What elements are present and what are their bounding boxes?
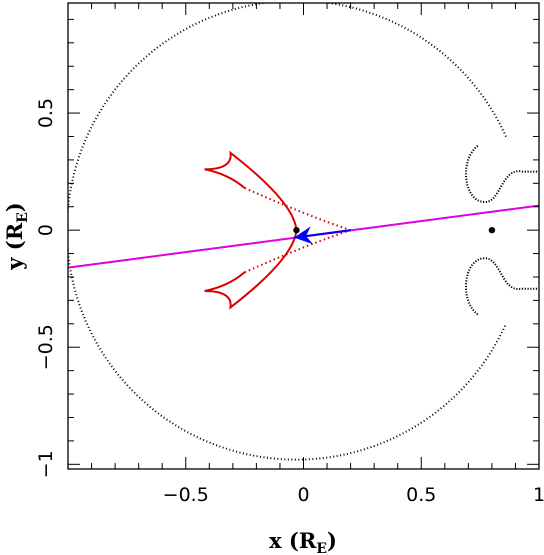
source-motion-layer (293, 226, 351, 245)
source-motion-arrowhead (294, 226, 314, 245)
x-axis-title-close: ) (327, 528, 337, 553)
x-axis-title-main: x (R (269, 528, 317, 553)
y-axis-title: y (RE) (2, 202, 31, 271)
y-tick-label: −1 (35, 450, 57, 478)
x-tick-label: −0.5 (163, 484, 209, 506)
x-tick-label: 0.5 (406, 484, 436, 506)
lens-positions (293, 226, 496, 234)
y-axis-title-close: ) (2, 202, 27, 212)
x-tick-label: 1 (533, 484, 544, 506)
caustic-lower-dotted (244, 229, 351, 274)
x-axis-title-sub: E (316, 541, 327, 555)
y-tick-label: −0.5 (35, 324, 57, 370)
caustic-upper-dotted (244, 187, 351, 232)
caustic-lower-solid (204, 230, 298, 310)
y-tick-label: 0 (35, 224, 57, 236)
y-tick-label: 0.5 (35, 98, 57, 128)
axis-tick-labels: −0.5 0 0.5 1 −1 −0.5 0 0.5 (35, 98, 544, 506)
caustic-layer (204, 150, 351, 310)
x-axis-title: x (RE) (269, 528, 337, 555)
x-tick-label: 0 (297, 484, 309, 506)
lens-position-1 (293, 226, 300, 234)
y-axis-title-sub: E (15, 212, 31, 223)
lens-position-2 (488, 226, 496, 234)
caustic-upper-solid (204, 150, 298, 231)
y-axis-title-main: y (R (2, 222, 27, 270)
axis-ticks (67, 3, 540, 469)
